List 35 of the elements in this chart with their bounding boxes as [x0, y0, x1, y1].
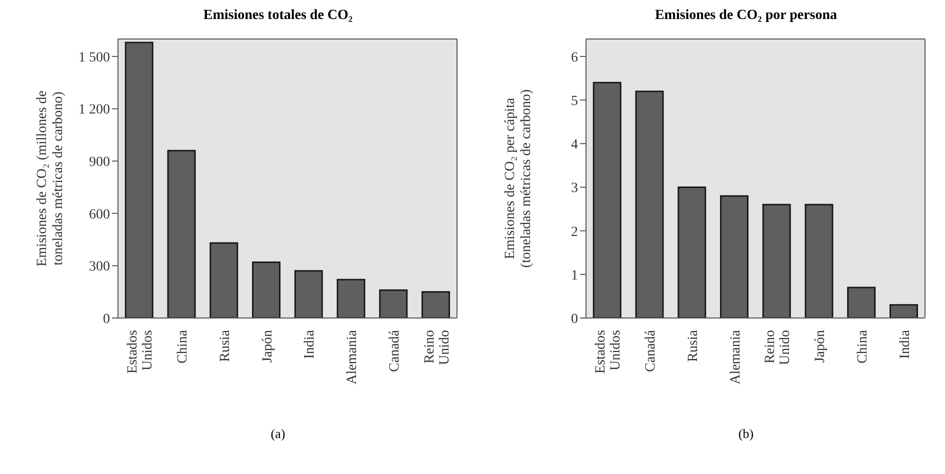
y-tick-label: 1 — [571, 268, 578, 284]
x-tick-label: Reino Unido — [422, 330, 452, 365]
x-tick-label: Reino Unido — [763, 330, 794, 365]
x-tick-label: Alemania — [728, 329, 744, 384]
x-tick-label: Japón — [813, 330, 828, 363]
x-tick-label: China — [855, 329, 870, 364]
x-tick-label: Rusia — [686, 329, 701, 362]
y-axis-title: Emisiones de CO₂ per cápita (toneladas métricas de carbono) — [503, 88, 534, 268]
y-tick-label: 900 — [89, 155, 110, 170]
x-tick-label: Rusia — [218, 329, 233, 362]
y-axis-title: Emisiones de CO₂ (millones de toneladas métricas de carbono) — [35, 90, 66, 266]
x-tick-label: Japón — [260, 330, 276, 363]
y-tick-label: 1 500 — [78, 50, 110, 66]
x-tick-label: China — [176, 329, 191, 364]
text: (a) — [270, 426, 286, 442]
y-tick-label: 3 — [571, 181, 578, 196]
chart-title: Emisiones de CO₂ por persona — [654, 8, 838, 25]
y-tick-label: 600 — [89, 207, 110, 222]
x-tick-label: Alemania — [345, 329, 360, 384]
y-tick-label: 1 200 — [78, 102, 110, 118]
y-tick-label: 6 — [571, 50, 578, 66]
x-tick-label: India — [898, 329, 913, 359]
text: (b) — [738, 426, 754, 442]
y-tick-label: 0 — [571, 312, 578, 327]
y-tick-label: 2 — [571, 224, 578, 240]
y-tick-label: 300 — [89, 260, 110, 275]
x-tick-label: India — [302, 329, 318, 359]
x-tick-label: Estados Unidos — [594, 330, 624, 374]
x-tick-label: Canadá — [644, 329, 659, 372]
chart-title: Emisiones totales de CO₂ — [203, 8, 353, 25]
x-tick-label: Canadá — [387, 329, 402, 372]
y-tick-label: 5 — [571, 94, 578, 109]
y-tick-label: 4 — [571, 138, 578, 153]
x-tick-label: Estados Unidos — [126, 330, 156, 374]
y-tick-label: 0 — [103, 312, 110, 327]
